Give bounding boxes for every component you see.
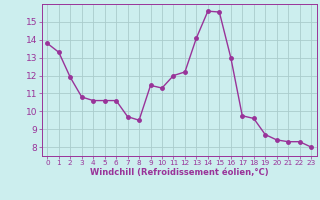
X-axis label: Windchill (Refroidissement éolien,°C): Windchill (Refroidissement éolien,°C) xyxy=(90,168,268,177)
